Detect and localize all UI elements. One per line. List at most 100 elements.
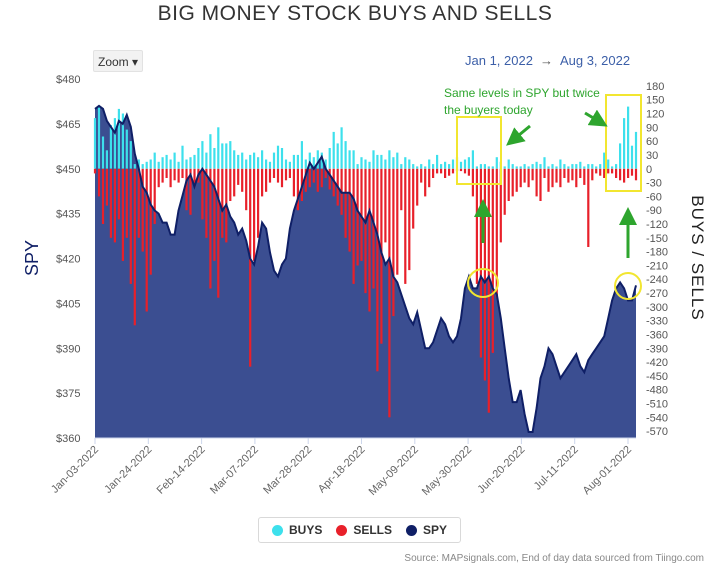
- y-left-tick-label: $405: [56, 298, 80, 310]
- buy-bar: [507, 159, 510, 169]
- sell-bar: [364, 168, 367, 294]
- y-right-tick-label: -270: [646, 288, 668, 300]
- buy-bar: [276, 145, 280, 169]
- sell-bar: [599, 168, 602, 176]
- buy-bar: [583, 166, 586, 169]
- range-start[interactable]: Jan 1, 2022: [465, 53, 533, 68]
- buy-bar: [296, 154, 299, 169]
- buy-bar: [463, 159, 467, 169]
- sell-bar: [237, 168, 240, 185]
- range-end[interactable]: Aug 3, 2022: [559, 53, 631, 68]
- buy-bar: [555, 166, 558, 169]
- sell-bar: [161, 168, 164, 183]
- sell-bar: [380, 168, 383, 344]
- sell-bar: [483, 168, 486, 381]
- sell-bar: [113, 168, 116, 243]
- sell-bar: [217, 168, 220, 298]
- sell-bar: [408, 168, 411, 271]
- buy-bar: [125, 129, 128, 169]
- y-right-tick-label: -300: [646, 302, 668, 314]
- buy-bar: [209, 134, 212, 169]
- buy-bar: [471, 150, 474, 169]
- y-left-tick-label: $360: [56, 433, 80, 445]
- buy-bar: [630, 145, 634, 169]
- sell-bar: [221, 168, 224, 238]
- y-right-tick-label: 60: [646, 136, 658, 148]
- sell-bar: [384, 168, 387, 243]
- legend-item-spy[interactable]: SPY: [405, 523, 447, 537]
- buy-bar: [372, 150, 375, 169]
- sell-bar: [595, 168, 598, 174]
- x-tick-label: Jul-11-2022: [532, 444, 581, 493]
- x-tick-label: Jun-20-2022: [475, 444, 527, 496]
- sell-bar: [117, 168, 120, 220]
- chart-legend: BUYS SELLS SPY: [258, 517, 461, 543]
- buy-bar: [380, 154, 383, 169]
- highlight-circle-june: [467, 268, 499, 298]
- x-tick-label: Feb-14-2022: [155, 444, 208, 497]
- sell-bar: [475, 168, 478, 284]
- buy-bar: [451, 159, 455, 169]
- sell-bar: [571, 168, 574, 181]
- y-right-tick-label: 90: [646, 122, 658, 134]
- sell-bar: [376, 168, 379, 372]
- buy-bar: [376, 154, 379, 169]
- y-left-tick-label: $390: [56, 343, 80, 355]
- buy-bar: [543, 157, 546, 169]
- buy-bar: [619, 143, 622, 169]
- zoom-dropdown[interactable]: Zoom ▾: [93, 50, 143, 72]
- sell-bar: [296, 168, 299, 211]
- sell-bar: [284, 168, 288, 181]
- buy-bar: [137, 159, 140, 169]
- sell-bar: [404, 168, 407, 284]
- y-right-tick-label: 120: [646, 109, 664, 121]
- y-right-tick-label: -60: [646, 191, 662, 203]
- sell-bar: [591, 168, 594, 181]
- sell-bar: [432, 168, 435, 178]
- buy-bar: [400, 164, 403, 169]
- x-tick-label: Mar-07-2022: [208, 444, 261, 497]
- buy-bar: [229, 141, 232, 169]
- sell-bar: [487, 168, 490, 413]
- buy-bar: [320, 152, 323, 169]
- y-left-tick-label: $450: [56, 164, 80, 176]
- buy-bar: [404, 157, 407, 169]
- buy-bar: [117, 108, 120, 169]
- legend-buys-label: BUYS: [288, 523, 323, 537]
- x-tick-label: Mar-28-2022: [261, 444, 314, 497]
- buy-bar: [444, 161, 447, 169]
- x-tick-label: May-09-2022: [367, 444, 421, 498]
- sell-bar: [463, 168, 467, 174]
- buy-bar: [424, 166, 427, 169]
- buy-bar: [527, 166, 530, 169]
- sell-bar: [634, 168, 638, 181]
- legend-item-buys[interactable]: BUYS: [271, 523, 323, 537]
- sell-bar: [555, 168, 558, 183]
- y-left-tick-label: $435: [56, 209, 80, 221]
- buy-bar: [197, 148, 200, 169]
- sell-bar: [587, 168, 590, 247]
- date-range[interactable]: Jan 1, 2022 → Aug 3, 2022: [465, 53, 630, 68]
- y-right-tick-label: -450: [646, 371, 668, 383]
- buy-bar: [595, 166, 598, 169]
- sell-bar: [133, 168, 136, 326]
- sell-bar: [416, 168, 419, 206]
- buy-bar: [292, 154, 295, 169]
- buy-bar: [467, 157, 470, 169]
- x-tick-label: Jan-24-2022: [102, 444, 154, 496]
- buy-bar: [475, 166, 478, 169]
- sell-bar: [129, 168, 132, 284]
- sell-bar: [141, 168, 144, 252]
- sell-bar: [543, 168, 546, 178]
- buy-bar: [189, 157, 192, 169]
- y-right-tick-label: -420: [646, 357, 668, 369]
- buy-bar: [261, 150, 264, 169]
- legend-item-sells[interactable]: SELLS: [336, 523, 392, 537]
- y-left-tick-label: $375: [56, 388, 80, 400]
- buy-bar: [551, 164, 554, 169]
- buy-bar: [93, 118, 97, 169]
- y-left-tick-label: $420: [56, 254, 80, 266]
- sell-bar: [261, 168, 264, 197]
- buy-bar: [161, 157, 164, 169]
